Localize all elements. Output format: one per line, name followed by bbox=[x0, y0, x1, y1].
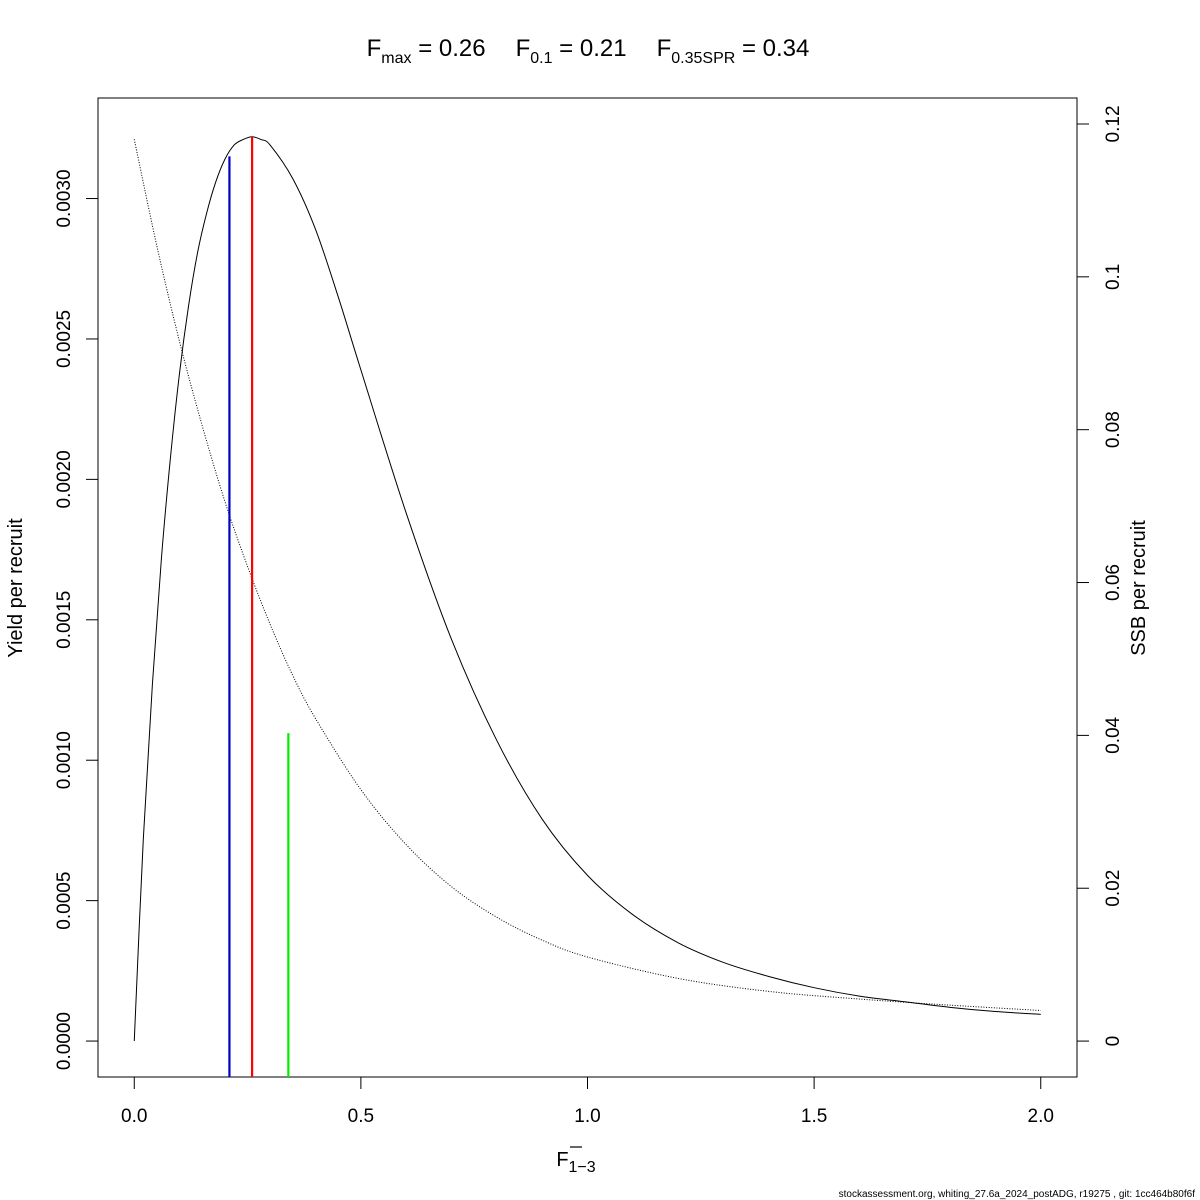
x-tick-label: 0.5 bbox=[348, 1106, 374, 1127]
y-left-tick-label: 0.0020 bbox=[54, 450, 75, 508]
title-fmax-subscript: max bbox=[381, 50, 411, 67]
y-left-tick-label: 0.0010 bbox=[54, 731, 75, 789]
series-group bbox=[133, 136, 1041, 1042]
title-fspr-symbol: F bbox=[657, 35, 672, 62]
title-f01-value: = 0.21 bbox=[553, 35, 627, 62]
y-left-tick-label: 0.0005 bbox=[54, 872, 75, 930]
title-f01-subscript: 0.1 bbox=[530, 50, 552, 67]
y-left-tick-label: 0.0030 bbox=[54, 169, 75, 227]
yield-per-recruit-curve bbox=[133, 136, 1041, 1042]
x-axis: 0.0 0.5 1.0 1.5 2.0 bbox=[121, 1076, 1054, 1127]
y-left-tick-label: 0.0000 bbox=[54, 1012, 75, 1070]
footer-caption: stockassessment.org, whiting_27.6a_2024_… bbox=[839, 1189, 1196, 1200]
title-fmax-symbol: F bbox=[367, 35, 382, 62]
y-right-tick-label: 0.1 bbox=[1103, 264, 1124, 290]
x-axis-title-subscript: 1−3 bbox=[569, 1159, 596, 1176]
y-left-tick-label: 0.0025 bbox=[54, 310, 75, 368]
y-axis-left: 0.0000 0.0005 0.0010 0.0015 0.0020 0.0025 0.00… bbox=[54, 169, 99, 1070]
title-fspr-subscript: 0.35SPR bbox=[671, 50, 735, 67]
ssb-per-recruit-curve bbox=[133, 139, 1041, 1012]
y-right-tick-label: 0.06 bbox=[1103, 564, 1124, 601]
chart-title: Fmax = 0.26 F0.1 = 0.21 F0.35SPR = 0.34 bbox=[367, 35, 810, 67]
y-right-tick-label: 0.04 bbox=[1103, 716, 1124, 753]
plot-frame bbox=[97, 97, 1078, 1078]
x-tick-label: 2.0 bbox=[1028, 1106, 1054, 1127]
y-axis-right-title: SSB per recruit bbox=[1128, 520, 1150, 656]
y-right-tick-label: 0.08 bbox=[1103, 411, 1124, 448]
x-tick-label: 0.0 bbox=[121, 1106, 147, 1127]
y-right-tick-label: 0 bbox=[1103, 1036, 1124, 1047]
y-left-tick-label: 0.0015 bbox=[54, 591, 75, 649]
title-fspr-value: = 0.34 bbox=[735, 35, 809, 62]
y-axis-right: 0 0.02 0.04 0.06 0.08 0.1 0.12 bbox=[1076, 105, 1124, 1047]
y-right-tick-label: 0.02 bbox=[1103, 870, 1124, 907]
title-f01-symbol: F bbox=[516, 35, 531, 62]
y-axis-left-title: Yield per recruit bbox=[5, 518, 27, 658]
reference-lines bbox=[228, 136, 290, 1077]
x-axis-title-symbol: F bbox=[556, 1149, 568, 1171]
x-tick-label: 1.0 bbox=[574, 1106, 600, 1127]
title-fmax-value: = 0.26 bbox=[412, 35, 486, 62]
x-tick-label: 1.5 bbox=[801, 1106, 827, 1127]
x-axis-title: F1−3 bbox=[556, 1149, 595, 1176]
y-right-tick-label: 0.12 bbox=[1103, 105, 1124, 142]
